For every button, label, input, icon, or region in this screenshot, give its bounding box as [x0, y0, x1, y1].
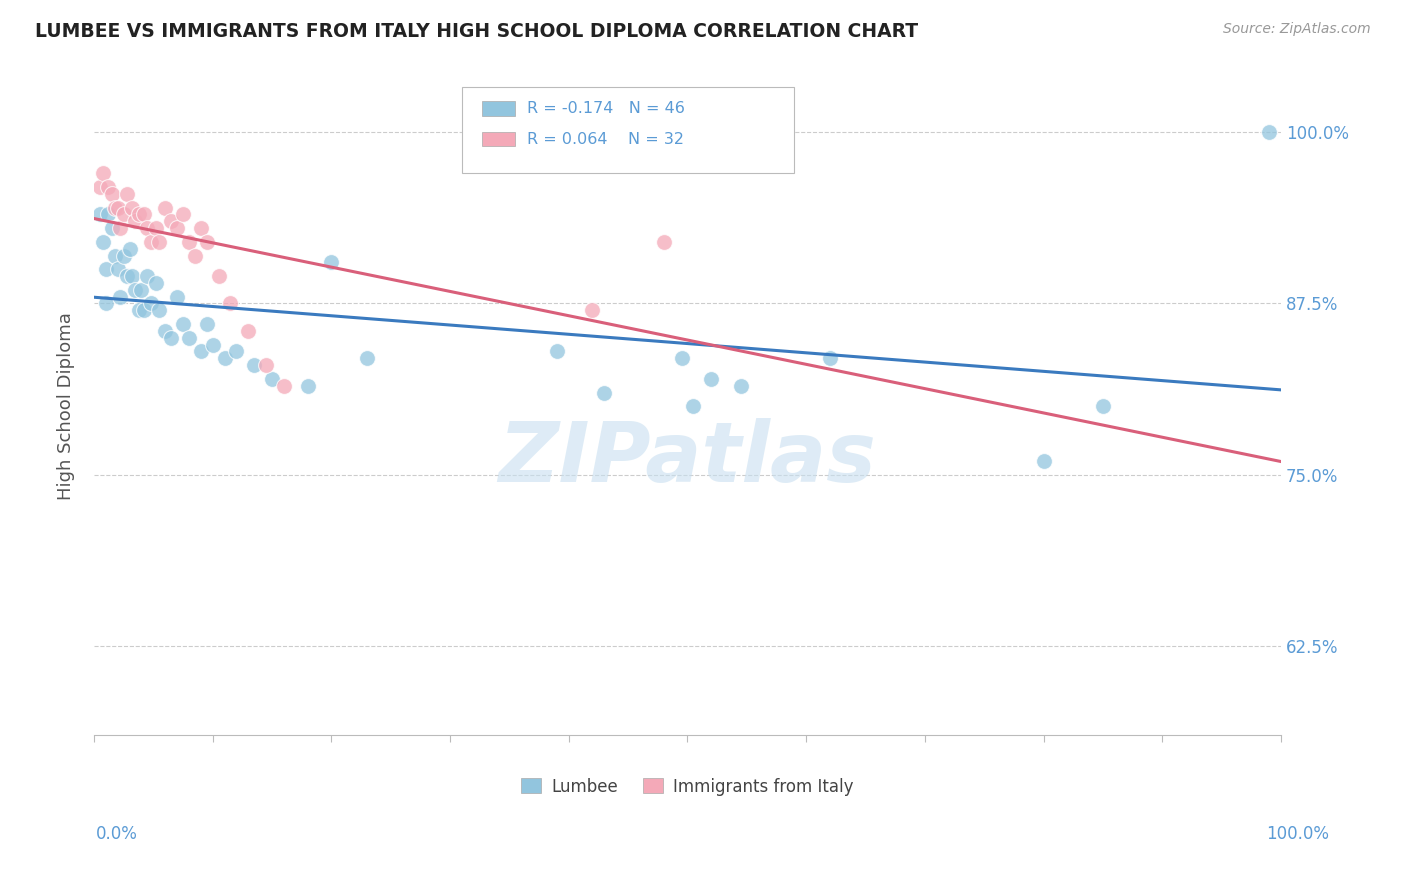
Point: [321, 255, 343, 269]
Point: [108, 290, 131, 304]
Point: [172, 317, 194, 331]
Point: [115, 268, 138, 283]
Point: [700, 372, 723, 386]
Point: [145, 221, 167, 235]
Point: [238, 324, 260, 338]
Point: [153, 324, 176, 338]
Point: [93, 235, 115, 249]
Point: [356, 351, 378, 366]
Point: [115, 186, 138, 201]
Legend: Lumbee, Immigrants from Italy: Lumbee, Immigrants from Italy: [515, 771, 860, 802]
Point: [195, 317, 218, 331]
Point: [260, 372, 283, 386]
Point: [254, 358, 277, 372]
Point: [195, 235, 218, 249]
Point: [118, 242, 141, 256]
Point: [1091, 399, 1114, 413]
Point: [297, 378, 319, 392]
Point: [671, 351, 693, 366]
Point: [214, 351, 236, 366]
Point: [160, 214, 183, 228]
Point: [177, 235, 200, 249]
Point: [104, 201, 127, 215]
Bar: [482, 101, 516, 116]
Point: [201, 337, 224, 351]
Point: [93, 166, 115, 180]
Text: R = -0.174   N = 46: R = -0.174 N = 46: [527, 101, 685, 116]
Point: [172, 207, 194, 221]
Point: [153, 201, 176, 215]
Bar: [482, 132, 516, 146]
Point: [132, 303, 155, 318]
Point: [100, 221, 122, 235]
Point: [131, 283, 153, 297]
Point: [682, 399, 704, 413]
Text: 0.0%: 0.0%: [96, 825, 138, 843]
Point: [108, 221, 131, 235]
Point: [89, 180, 111, 194]
Text: ZIPatlas: ZIPatlas: [499, 418, 876, 500]
Point: [593, 385, 616, 400]
Point: [132, 207, 155, 221]
Point: [139, 296, 162, 310]
FancyBboxPatch shape: [463, 87, 794, 173]
Point: [121, 201, 143, 215]
Point: [97, 207, 120, 221]
Point: [160, 331, 183, 345]
Point: [124, 214, 146, 228]
Point: [166, 290, 188, 304]
Point: [128, 207, 150, 221]
Point: [1258, 125, 1281, 139]
Point: [207, 268, 229, 283]
Point: [136, 221, 159, 235]
Point: [177, 331, 200, 345]
Point: [112, 207, 135, 221]
Point: [121, 268, 143, 283]
Point: [107, 201, 129, 215]
Point: [273, 378, 295, 392]
Point: [107, 262, 129, 277]
Point: [112, 248, 135, 262]
Point: [184, 248, 207, 262]
Point: [219, 296, 242, 310]
Point: [652, 235, 675, 249]
Point: [139, 235, 162, 249]
Point: [104, 248, 127, 262]
Point: [89, 207, 111, 221]
Point: [546, 344, 568, 359]
Text: LUMBEE VS IMMIGRANTS FROM ITALY HIGH SCHOOL DIPLOMA CORRELATION CHART: LUMBEE VS IMMIGRANTS FROM ITALY HIGH SCH…: [35, 22, 918, 41]
Point: [94, 262, 117, 277]
Point: [190, 221, 212, 235]
Point: [148, 303, 170, 318]
Point: [124, 283, 146, 297]
Point: [128, 303, 150, 318]
Text: 100.0%: 100.0%: [1265, 825, 1329, 843]
Point: [730, 378, 752, 392]
Y-axis label: High School Diploma: High School Diploma: [58, 312, 75, 500]
Text: R = 0.064    N = 32: R = 0.064 N = 32: [527, 132, 685, 147]
Text: Source: ZipAtlas.com: Source: ZipAtlas.com: [1223, 22, 1371, 37]
Point: [225, 344, 247, 359]
Point: [190, 344, 212, 359]
Point: [145, 276, 167, 290]
Point: [243, 358, 266, 372]
Point: [166, 221, 188, 235]
Point: [581, 303, 603, 318]
Point: [136, 268, 159, 283]
Point: [1032, 454, 1054, 468]
Point: [100, 186, 122, 201]
Point: [818, 351, 841, 366]
Point: [97, 180, 120, 194]
Point: [148, 235, 170, 249]
Point: [94, 296, 117, 310]
